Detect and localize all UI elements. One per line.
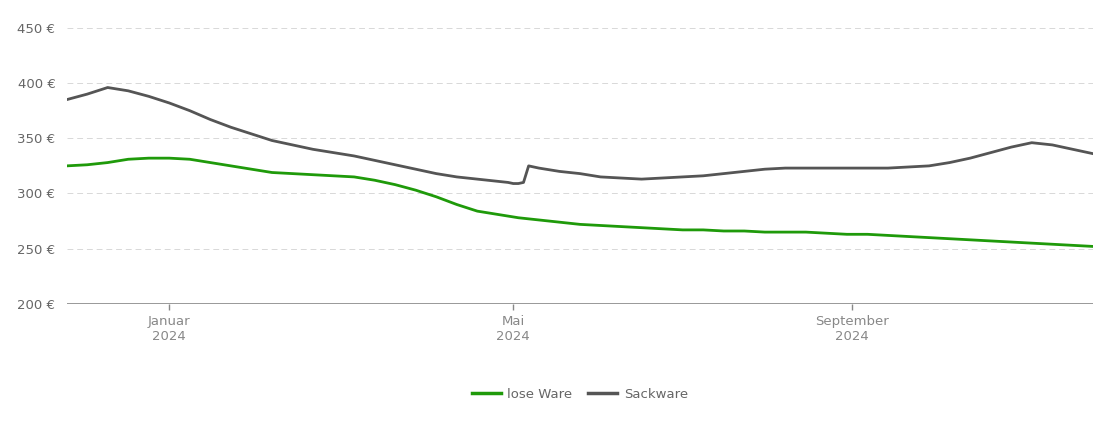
Legend: lose Ware, Sackware: lose Ware, Sackware: [466, 383, 694, 406]
